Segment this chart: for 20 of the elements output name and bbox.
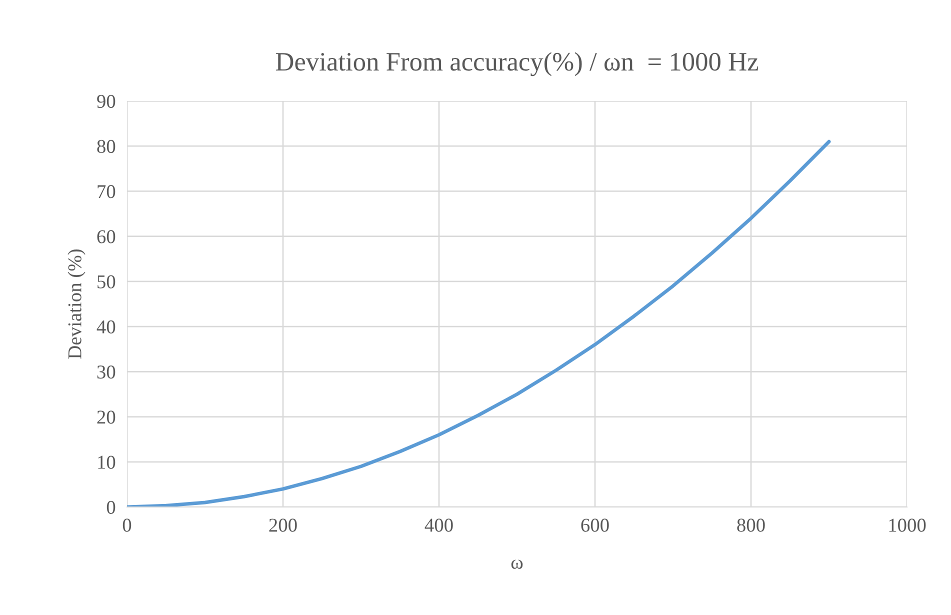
y-tick-label: 20 <box>97 410 116 424</box>
y-tick-label: 90 <box>97 94 116 108</box>
x-tick-label: 200 <box>269 518 297 532</box>
y-axis-title: Deviation (%) <box>68 250 86 359</box>
y-tick-label: 80 <box>97 140 116 154</box>
x-tick-label: 0 <box>122 518 132 532</box>
x-tick-label: 800 <box>737 518 765 532</box>
y-tick-label: 70 <box>98 185 116 198</box>
y-tick-label: 0 <box>106 500 116 514</box>
y-tick-label: 10 <box>98 456 116 469</box>
x-tick-label: 400 <box>424 518 453 532</box>
y-tick-label: 50 <box>98 275 116 288</box>
y-tick-label: 30 <box>97 365 116 379</box>
x-axis-title: ω <box>511 560 523 569</box>
y-tick-label: 40 <box>96 320 116 334</box>
line-series <box>127 140 831 507</box>
y-tick-label: 60 <box>97 230 116 244</box>
chart-title: Deviation From accuracy(%) / ωn = 1000 Hz <box>276 52 758 76</box>
x-tick-label: 1000 <box>889 518 926 532</box>
x-tick-label: 600 <box>581 518 609 532</box>
